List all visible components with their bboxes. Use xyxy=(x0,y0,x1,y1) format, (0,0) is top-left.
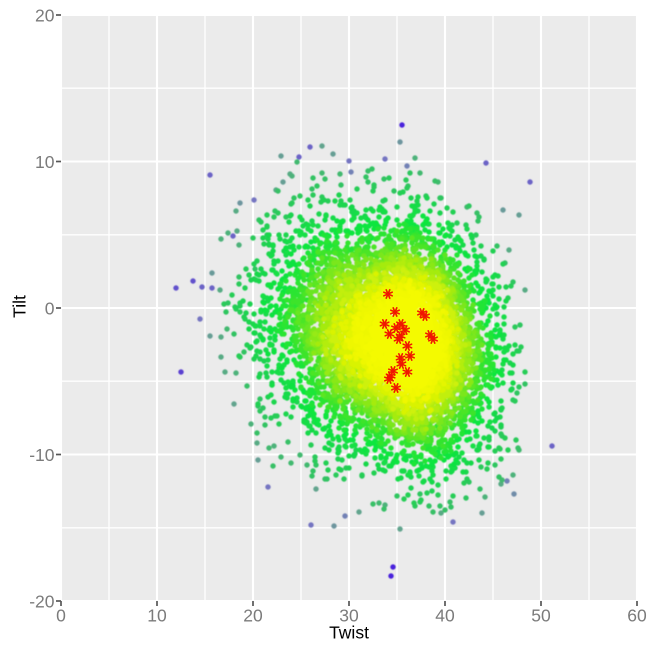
svg-text:10: 10 xyxy=(35,152,55,172)
svg-text:20: 20 xyxy=(243,606,263,626)
svg-text:60: 60 xyxy=(627,606,647,626)
svg-text:-20: -20 xyxy=(29,591,55,611)
svg-text:-10: -10 xyxy=(29,445,55,465)
svg-text:Tilt: Tilt xyxy=(10,295,30,318)
svg-text:0: 0 xyxy=(56,606,66,626)
svg-text:20: 20 xyxy=(35,5,55,25)
svg-text:Twist: Twist xyxy=(329,623,369,643)
svg-text:10: 10 xyxy=(147,606,167,626)
svg-text:30: 30 xyxy=(339,606,359,626)
svg-text:50: 50 xyxy=(531,606,551,626)
svg-text:0: 0 xyxy=(45,298,55,318)
svg-text:40: 40 xyxy=(435,606,455,626)
